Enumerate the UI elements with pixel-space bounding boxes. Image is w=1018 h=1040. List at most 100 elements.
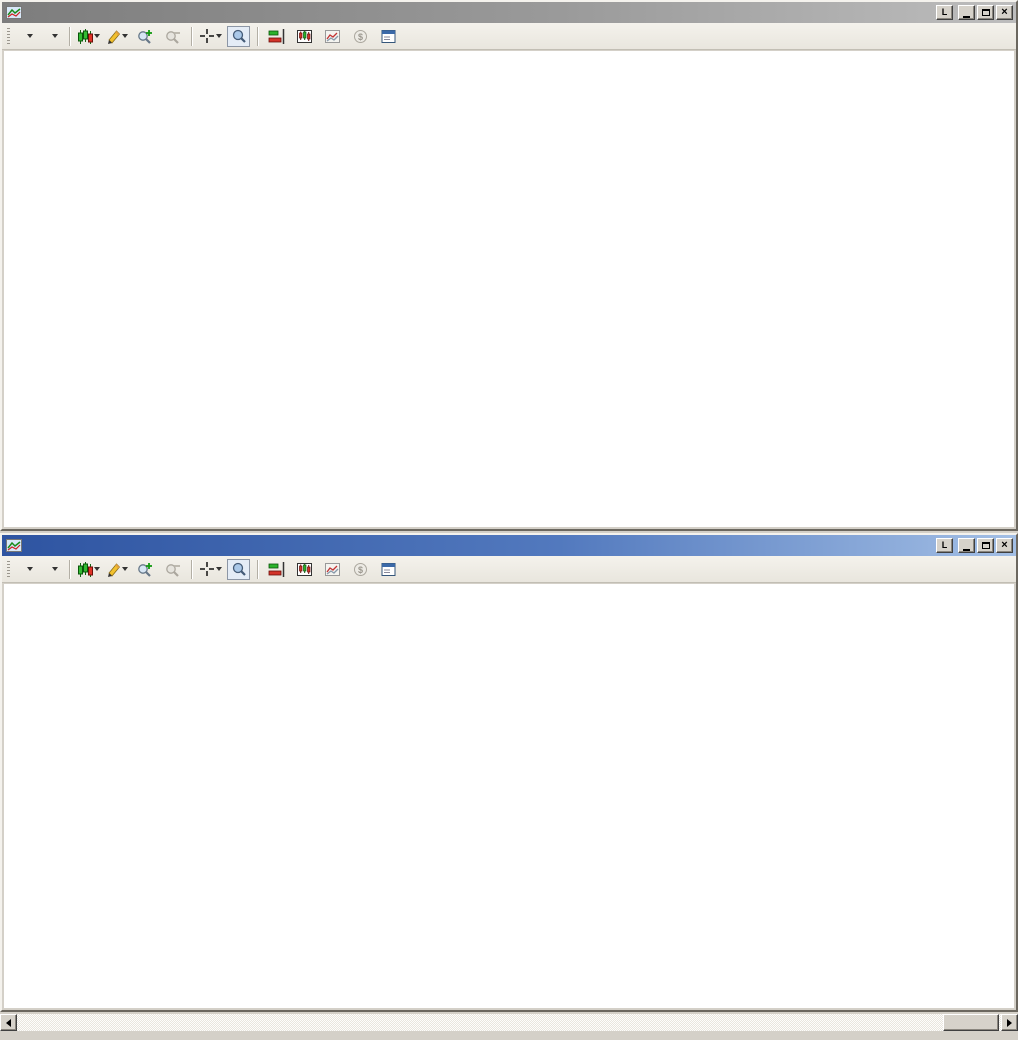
toolbar-grip[interactable] [7,561,10,577]
close-button[interactable]: × [996,5,1013,20]
chart-style-button[interactable] [77,559,100,580]
crosshair-button[interactable] [199,26,222,47]
toolbar-grip[interactable] [7,28,10,44]
minimize-button[interactable] [958,538,975,553]
minimize-button[interactable] [958,5,975,20]
properties-button[interactable] [377,559,400,580]
chevron-down-icon [27,567,33,571]
scrollbar-track[interactable] [17,1014,1001,1031]
focus-magnifier-button[interactable] [227,25,250,47]
maximize-icon [981,9,990,16]
chevron-down-icon [94,34,100,38]
maximize-icon [981,542,990,549]
focus-magnifier-button[interactable] [227,558,250,580]
zoom-in-button[interactable] [133,26,156,47]
chevron-down-icon [94,567,100,571]
zoom-in-icon [137,562,152,577]
maximize-button[interactable] [977,538,994,553]
candlestick-icon [78,561,93,577]
series-dropdown[interactable] [42,32,62,40]
instrument-dropdown[interactable] [17,565,37,573]
chevron-down-icon [122,34,128,38]
svg-text:$: $ [358,565,363,575]
svg-text:$: $ [358,32,363,42]
magnifier-icon [232,562,246,576]
zoom-out-button[interactable] [161,559,184,580]
chevron-down-icon [52,567,58,571]
chart-window-rangenogap: L × [0,0,1018,531]
minimize-icon [963,548,970,551]
instrument-dropdown[interactable] [17,32,37,40]
indicators-icon [325,29,340,43]
zoom-in-icon [137,29,152,44]
chart-trader-icon [268,561,285,577]
chart-toolbar: $ [2,23,1016,50]
data-box-button[interactable] [293,559,316,580]
crosshair-icon [200,562,214,576]
drawing-tools-button[interactable] [105,559,128,580]
zoom-in-button[interactable] [133,559,156,580]
executions-button[interactable]: $ [349,559,372,580]
dollar-icon: $ [354,562,367,576]
scroll-right-button[interactable] [1001,1014,1018,1031]
candlestick-icon [78,28,93,44]
properties-icon [381,562,396,576]
chart-trader-icon [268,28,285,44]
indicators-button[interactable] [321,559,344,580]
series-dropdown[interactable] [42,565,62,573]
link-button[interactable]: L [936,5,953,20]
close-button[interactable]: × [996,538,1013,553]
crosshair-icon [200,29,214,43]
chart-trader-button[interactable] [265,559,288,580]
zoom-out-button[interactable] [161,26,184,47]
scroll-left-arrow-icon [6,1018,11,1027]
pencil-icon [108,562,121,577]
toolbar-separator [69,26,70,46]
data-box-icon [297,29,312,43]
chart-app-icon [5,6,22,20]
chart-area [4,584,1014,1008]
maximize-button[interactable] [977,5,994,20]
chevron-down-icon [52,34,58,38]
pencil-icon [108,29,121,44]
magnifier-icon [232,29,246,43]
crosshair-button[interactable] [199,559,222,580]
toolbar-separator [257,559,258,579]
toolbar-separator [191,559,192,579]
executions-button[interactable]: $ [349,26,372,47]
titlebar[interactable]: L × [2,2,1016,23]
zoom-out-icon [165,30,180,44]
chart-trader-button[interactable] [265,26,288,47]
chart-app-icon [5,539,22,553]
data-box-button[interactable] [293,26,316,47]
properties-button[interactable] [377,26,400,47]
toolbar-separator [191,26,192,46]
zoom-out-icon [165,563,180,577]
scrollbar-thumb[interactable] [943,1014,999,1031]
scroll-right-arrow-icon [1007,1018,1012,1027]
indicators-icon [325,562,340,576]
minimize-icon [963,15,970,18]
chart-canvas-rangenogap[interactable] [4,51,1018,531]
scroll-left-button[interactable] [0,1014,17,1031]
close-icon: × [1001,5,1008,18]
dollar-icon: $ [354,29,367,43]
horizontal-scrollbar[interactable] [0,1014,1018,1031]
properties-icon [381,29,396,43]
chart-window-4range: L × [0,533,1018,1012]
chart-area [4,51,1014,527]
drawing-tools-button[interactable] [105,26,128,47]
indicators-button[interactable] [321,26,344,47]
chevron-down-icon [122,567,128,571]
link-button[interactable]: L [936,538,953,553]
chevron-down-icon [27,34,33,38]
chevron-down-icon [216,34,222,38]
data-box-icon [297,562,312,576]
chart-canvas-4range[interactable] [4,584,1018,1012]
toolbar-separator [69,559,70,579]
close-icon: × [1001,538,1008,551]
titlebar[interactable]: L × [2,535,1016,556]
chevron-down-icon [216,567,222,571]
chart-style-button[interactable] [77,26,100,47]
toolbar-separator [257,26,258,46]
